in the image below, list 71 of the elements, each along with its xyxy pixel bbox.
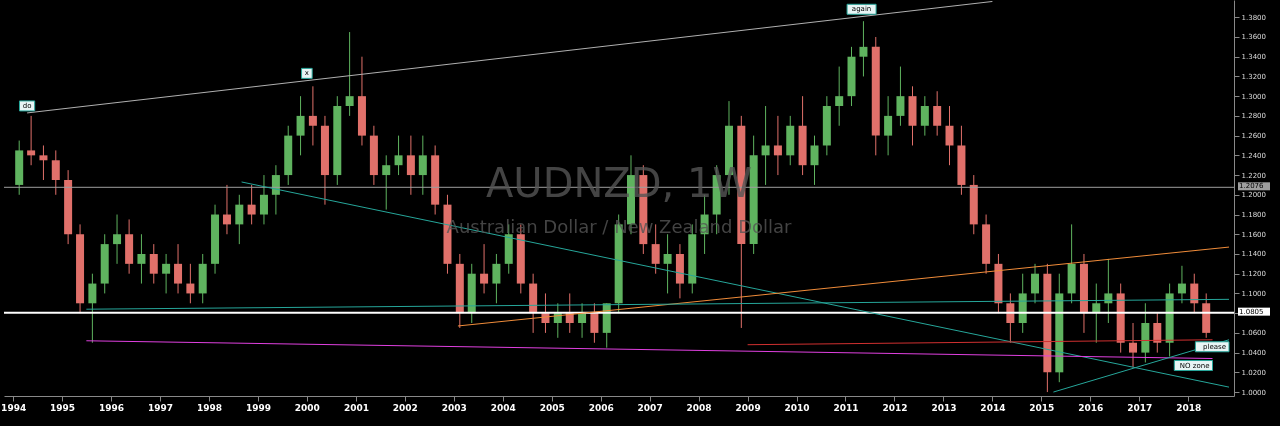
x-tick-label: 2008 <box>686 402 712 413</box>
candlestick <box>663 233 672 294</box>
candlestick <box>113 214 122 265</box>
x-tick-label: 2001 <box>343 402 369 413</box>
x-tick-label: 2006 <box>588 402 614 413</box>
x-tick-label: 2003 <box>441 402 467 413</box>
x-tick-label: 1996 <box>98 402 125 413</box>
candlestick <box>590 302 599 344</box>
candlestick <box>651 223 660 275</box>
candlestick <box>88 273 97 344</box>
candlestick <box>308 85 317 146</box>
candlestick <box>761 105 770 186</box>
candlestick <box>884 95 893 156</box>
candlestick <box>149 243 158 285</box>
candlestick <box>578 302 587 339</box>
candlestick <box>162 253 171 294</box>
candlestick <box>920 95 929 137</box>
candlestick <box>1153 312 1162 354</box>
candlestick <box>480 243 489 294</box>
candlestick <box>27 115 36 166</box>
candlestick <box>835 66 844 127</box>
candlestick <box>174 243 183 294</box>
x-tick-label: 2013 <box>931 402 957 413</box>
candlestick <box>1190 273 1199 314</box>
x-tick-label: 2011 <box>833 402 859 413</box>
candlestick <box>933 90 942 137</box>
candlestick <box>296 95 305 156</box>
candlestick <box>39 144 48 181</box>
x-tick-label: 2004 <box>490 402 516 413</box>
x-tick-label: 2012 <box>882 402 908 413</box>
candlestick <box>1006 292 1015 344</box>
candlestick <box>222 184 231 235</box>
candlestick <box>1129 322 1138 368</box>
x-tick-label: 2009 <box>735 402 761 413</box>
x-tick-label: 1995 <box>50 402 76 413</box>
candlestick <box>418 135 427 196</box>
candlestick <box>1092 283 1101 344</box>
candlestick <box>271 164 280 216</box>
candlestick <box>406 135 415 196</box>
candlestick <box>773 115 782 176</box>
candlestick <box>247 184 256 225</box>
x-tick-label: 2000 <box>294 402 320 413</box>
x-tick-label: 2016 <box>1078 402 1104 413</box>
candlestick <box>859 20 868 77</box>
candlestick <box>896 66 905 127</box>
candlestick <box>1177 265 1186 304</box>
x-tick-label: 1994 <box>1 402 27 413</box>
x-tick-label: 2017 <box>1127 402 1153 413</box>
x-tick-label: 1999 <box>245 402 271 413</box>
x-tick-label: 1997 <box>148 402 174 413</box>
x-tick-label: 1998 <box>196 402 223 413</box>
candlestick <box>394 135 403 176</box>
x-tick-label: 2014 <box>980 402 1006 413</box>
candlestick <box>492 253 501 304</box>
candlestick <box>235 194 244 245</box>
candlestick <box>1031 263 1040 304</box>
candlestick <box>810 135 819 186</box>
candlestick <box>137 233 146 285</box>
candlestick <box>345 31 354 117</box>
x-tick-label: 2005 <box>539 402 565 413</box>
candlestick <box>51 149 60 196</box>
x-tick-label: 2018 <box>1176 402 1202 413</box>
candlestick <box>382 154 391 211</box>
candlestick <box>186 263 195 304</box>
x-tick-label: 2015 <box>1029 402 1055 413</box>
x-tick-label: 2010 <box>784 402 810 413</box>
candlestick <box>1104 258 1113 324</box>
x-tick-label: 2002 <box>392 402 418 413</box>
candlestick <box>259 174 268 225</box>
candlestick <box>945 105 954 166</box>
x-tick-label: 2007 <box>637 402 663 413</box>
